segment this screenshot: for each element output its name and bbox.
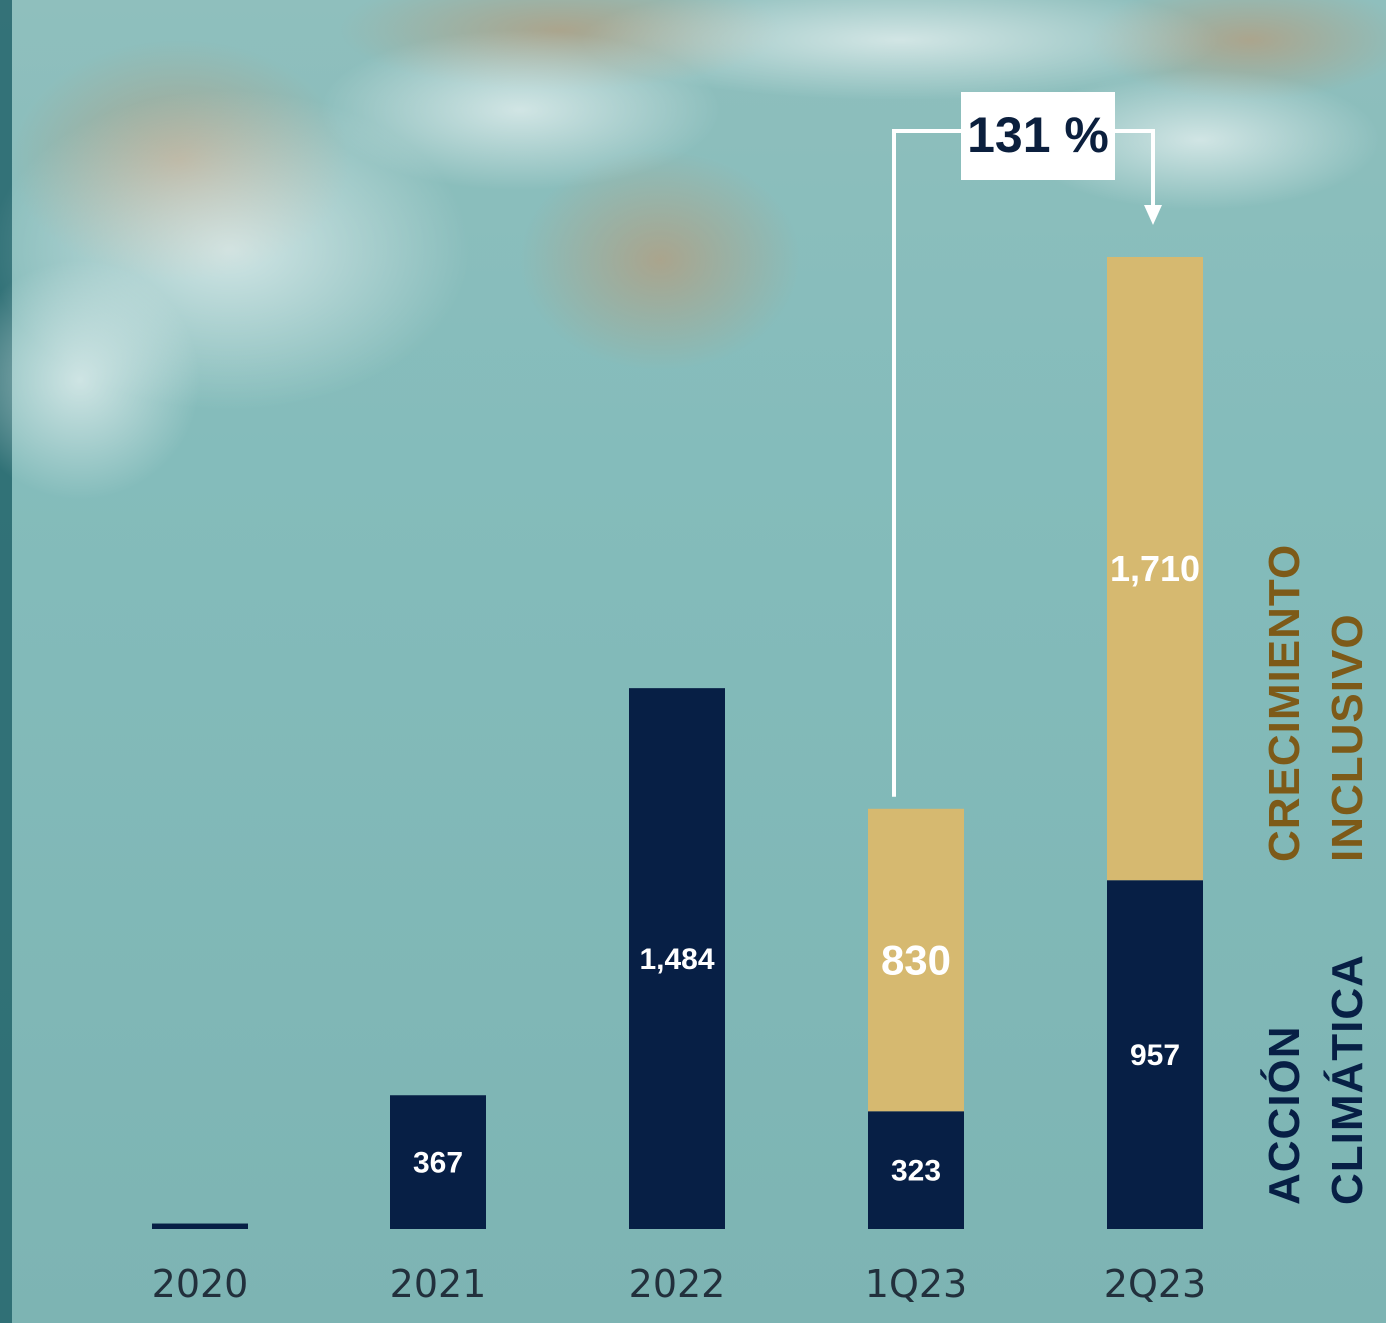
bar-2022-series-1 (629, 688, 725, 1229)
growth-label: 131 % (967, 107, 1109, 163)
value-label-2021-series-1: 367 (413, 1147, 463, 1180)
bar-2021-series-1 (390, 1095, 486, 1229)
bar-1q23-series-1 (868, 1111, 964, 1229)
growth-annotation: 131 % (892, 92, 1162, 797)
bar-1q23-series-2 (868, 808, 964, 1112)
bar-2020-series-1 (152, 1223, 248, 1229)
x-tick-label-2022: 2022 (629, 1262, 726, 1306)
growth-label-box (961, 92, 1115, 180)
legend-crecimiento-line2: INCLUSIVO (1323, 613, 1372, 862)
value-label-2022-series-1: 1,484 (639, 943, 714, 976)
x-tick-label-1q23: 1Q23 (865, 1262, 967, 1306)
x-tick-label-2021: 2021 (390, 1262, 487, 1306)
value-label-2q23-series-2: 1,710 (1110, 548, 1200, 589)
x-tick-label-2q23: 2Q23 (1104, 1262, 1206, 1306)
value-label-1q23-series-2: 830 (881, 937, 951, 984)
value-label-2q23-series-1: 957 (1130, 1039, 1180, 1072)
legend: ACCIÓN CLIMÁTICA CRECIMIENTO INCLUSIVO (1259, 544, 1372, 1205)
x-tick-label-2020: 2020 (152, 1262, 249, 1306)
x-axis-labels: 2020 2021 2022 1Q23 2Q23 (152, 1262, 1207, 1306)
bar-2q23-series-1 (1107, 880, 1203, 1229)
bars-layer (152, 257, 1203, 1229)
value-label-1q23-series-1: 323 (891, 1155, 941, 1188)
legend-accion-line2: CLIMÁTICA (1322, 954, 1372, 1205)
legend-accion-line1: ACCIÓN (1259, 1025, 1309, 1205)
legend-crecimiento-line1: CRECIMIENTO (1260, 544, 1309, 862)
arrow-down-icon (1144, 205, 1162, 225)
value-labels-layer: 367 1,484 323 830 957 1,710 (413, 548, 1200, 1187)
bar-2q23-series-2 (1107, 257, 1203, 881)
